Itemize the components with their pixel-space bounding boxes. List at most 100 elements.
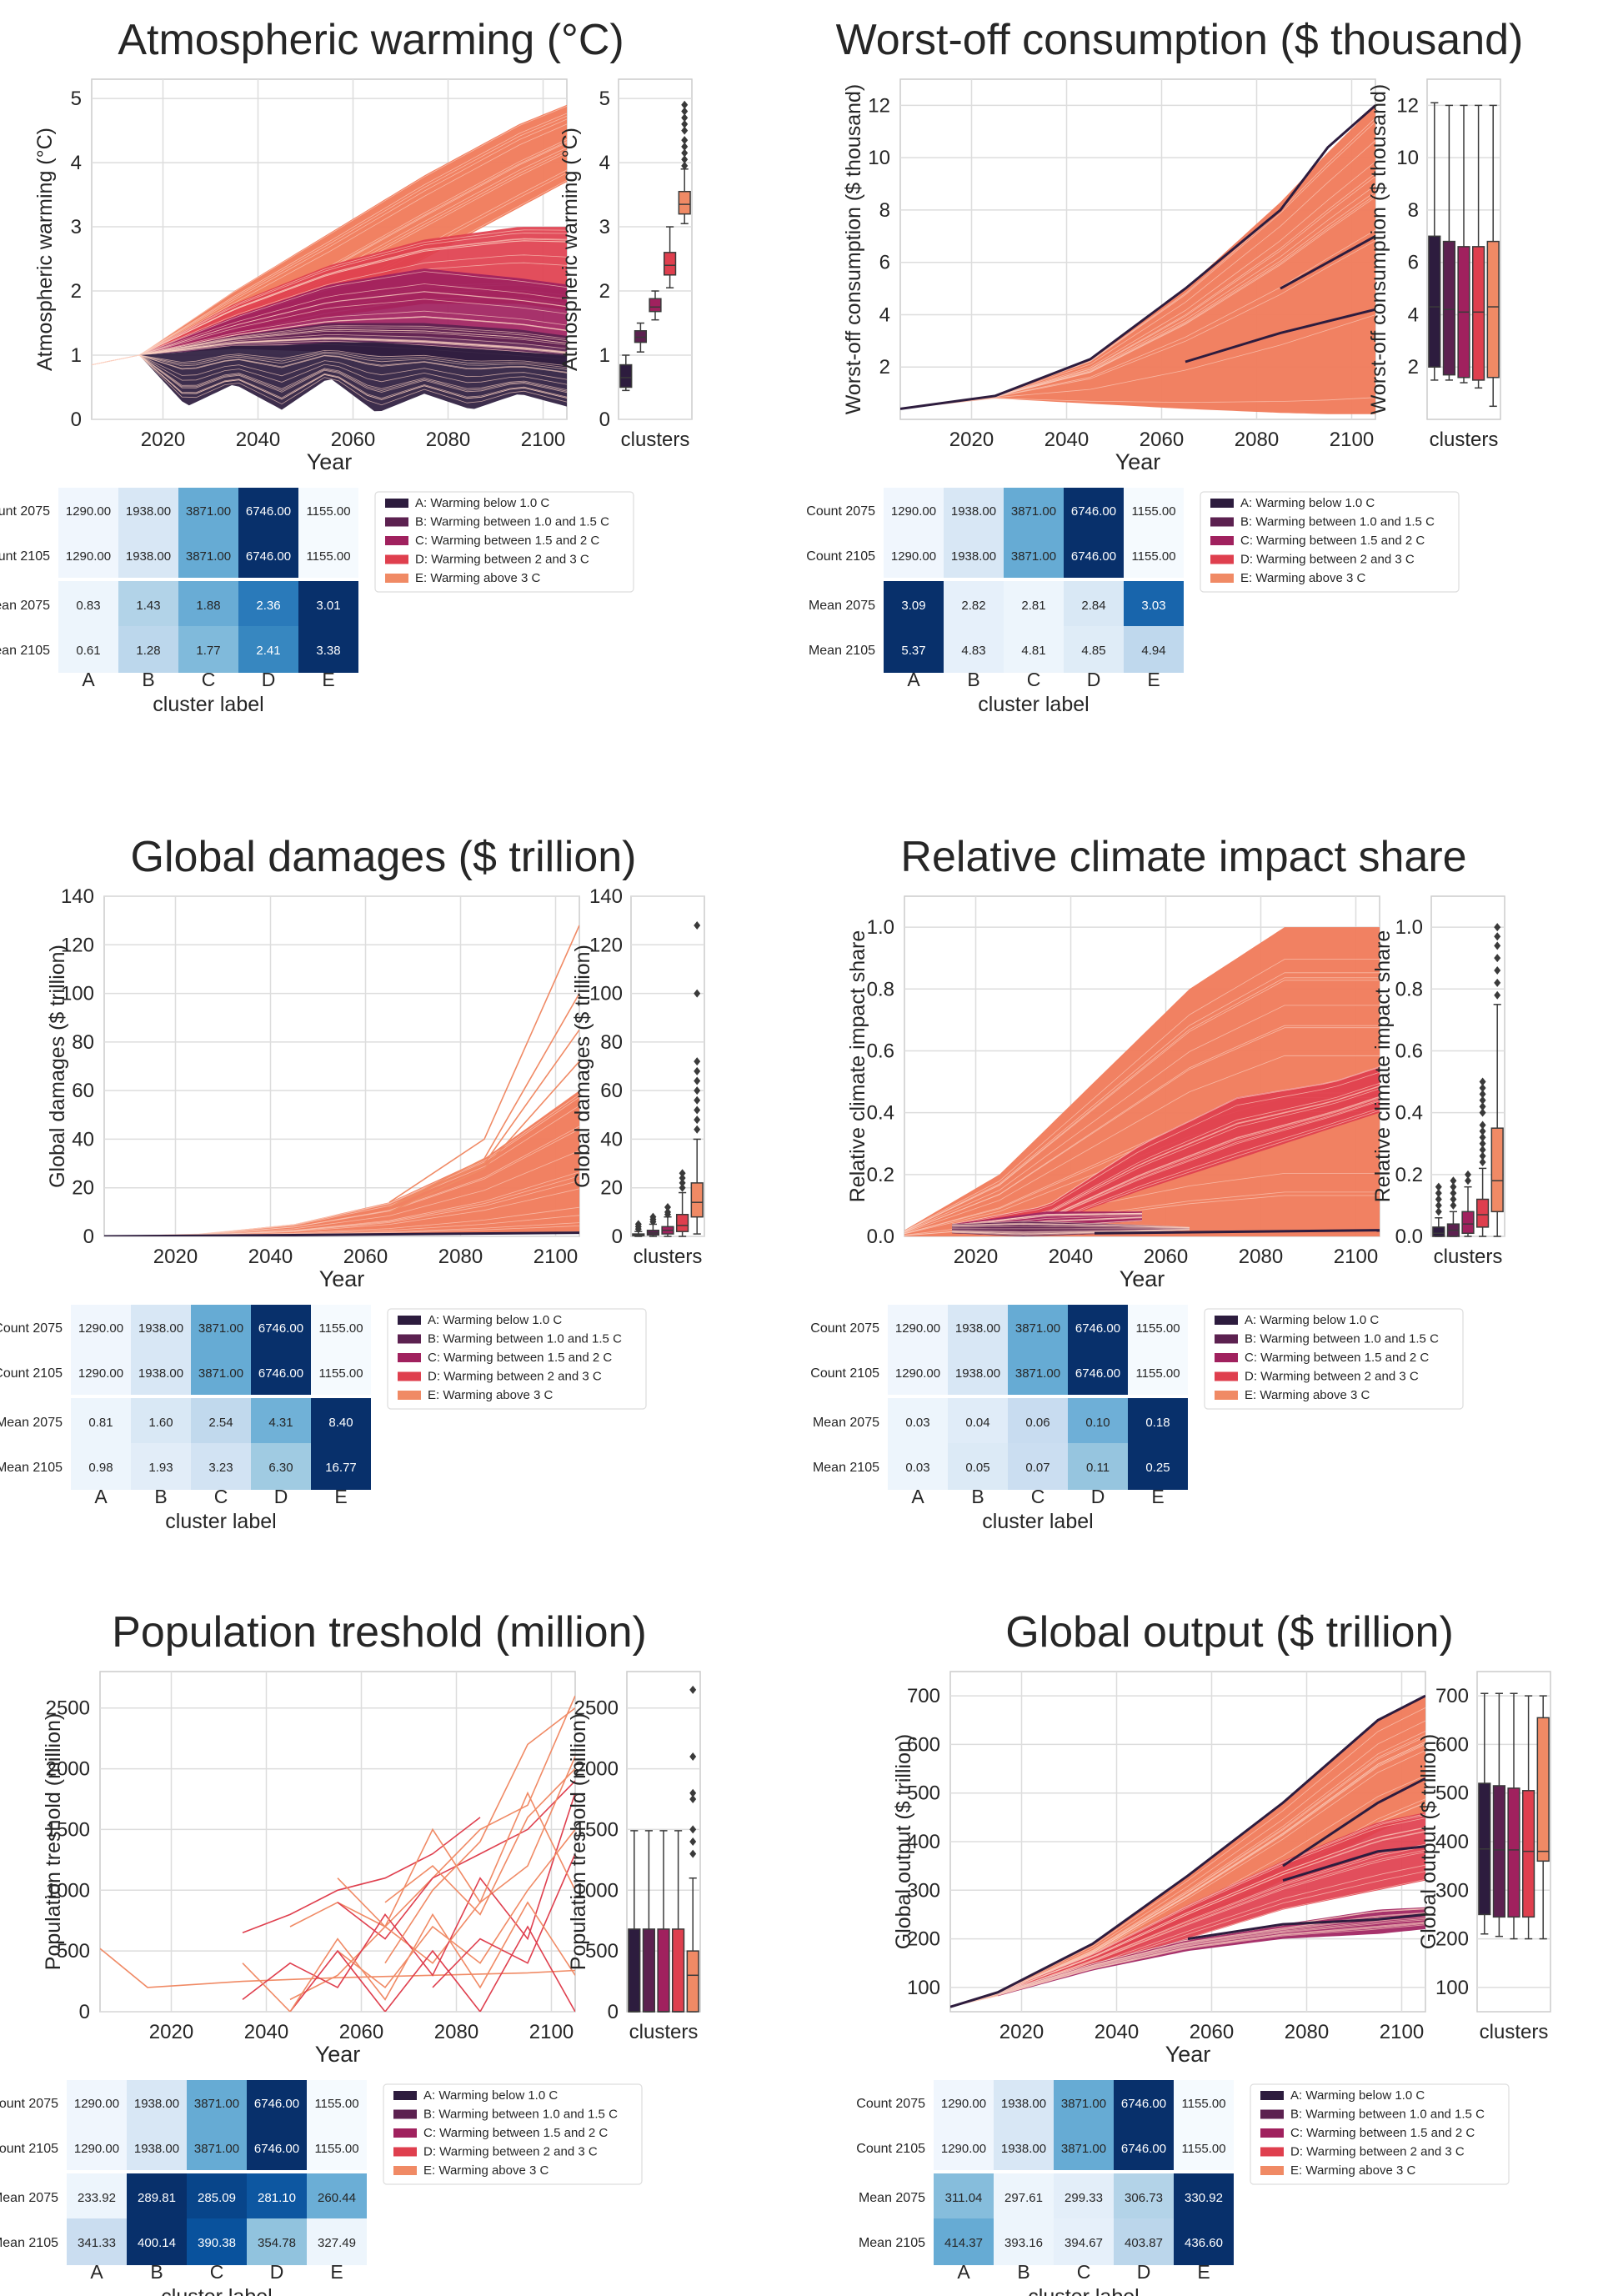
chart-title: Relative climate impact share [900, 833, 1466, 881]
heatmap-cell-value: 4.85 [1081, 644, 1105, 658]
heatmap-cell-value: 1938.00 [126, 504, 171, 519]
series-line [1282, 1777, 1425, 1867]
chart-title: Global damages ($ trillion) [131, 833, 637, 881]
heatmap-cell [1008, 1350, 1068, 1395]
heatmap-cell [888, 1350, 948, 1395]
heatmap-row-label: Count 2075 [810, 1321, 879, 1336]
heatmap-cell-value: 1290.00 [66, 504, 111, 519]
box-flier [681, 113, 689, 123]
x-tick-label: 2080 [426, 429, 470, 451]
heatmap-cell [1004, 626, 1064, 673]
box-flier [689, 1837, 697, 1846]
y-axis-label: Global damages ($ trillion) [46, 945, 69, 1188]
box-flier [681, 107, 689, 116]
series-trace [951, 1229, 1190, 1236]
box-flier [1465, 1170, 1471, 1179]
heatmap-cell-value: 1155.00 [1181, 2097, 1225, 2111]
series-trace [951, 1226, 1190, 1229]
heatmap-cell-value: 6746.00 [246, 504, 291, 519]
legend-label: E: Warming above 3 C [423, 2163, 549, 2178]
plot-content [92, 104, 567, 412]
heatmap-cell [298, 581, 358, 628]
heatmap-cell-value: 3871.00 [1011, 504, 1056, 519]
heatmap-cell-value: 311.04 [945, 2191, 983, 2205]
box-flier [694, 1125, 701, 1134]
heatmap-cell [948, 1305, 1008, 1350]
boxplot-y-tick: 5 [599, 88, 610, 110]
heatmap-cell [178, 488, 238, 533]
boxplot-x-label: clusters [634, 1246, 703, 1268]
heatmap-cell-value: 1938.00 [138, 1366, 183, 1381]
heatmap-cell [1008, 1305, 1068, 1350]
heatmap-cell-value: 1938.00 [134, 2097, 179, 2111]
heatmap-cell-value: 3.38 [316, 644, 340, 658]
heatmap-cell [1004, 533, 1064, 578]
box-flier [1479, 1145, 1486, 1155]
series-trace [997, 1852, 1425, 1995]
heatmap-cell [298, 626, 358, 673]
y-tick-label: 200 [907, 1928, 940, 1951]
x-tick-label: 2020 [949, 429, 994, 451]
heatmap-row-label: Mean 2105 [0, 1461, 63, 1475]
heatmap-col-label: D [1087, 669, 1101, 690]
heatmap-row-label: Count 2105 [856, 2142, 925, 2156]
box-flier [689, 1825, 697, 1834]
boxplot-y-tick: 4 [1408, 303, 1419, 326]
heatmap-col-label: A [907, 669, 920, 690]
x-tick-label: 2020 [999, 2021, 1044, 2043]
series-trace [951, 1229, 1190, 1232]
boxplot-y-tick: 20 [600, 1177, 623, 1200]
heatmap-cell [948, 1443, 1008, 1490]
heatmap-cell [71, 1443, 131, 1490]
plot-content [104, 925, 579, 1236]
series-trace [904, 977, 1380, 1232]
y-tick-label: 2 [879, 356, 890, 378]
heatmap-row-label: Mean 2075 [813, 1416, 879, 1430]
heatmap-cell [67, 2173, 127, 2220]
heatmap-row-label: Mean 2105 [0, 2236, 58, 2250]
heatmap-cell [1008, 1443, 1068, 1490]
series-trace [997, 1917, 1425, 1995]
y-tick-label: 1 [71, 344, 82, 367]
series-trace [138, 354, 567, 400]
x-tick-label: 2100 [1334, 1246, 1378, 1268]
legend-swatch [1260, 2128, 1284, 2138]
heatmap-cell-value: 6746.00 [1071, 504, 1116, 519]
heatmap-cell [131, 1443, 191, 1490]
heatmap-cell [944, 533, 1004, 578]
heatmap-cell [1124, 533, 1184, 578]
heatmap-cell [1054, 2125, 1114, 2170]
x-axis-label: Year [307, 449, 353, 474]
heatmap-col-label: E [1197, 2261, 1210, 2283]
series-line [104, 1231, 579, 1236]
y-tick-label: 600 [907, 1733, 940, 1756]
series-trace [138, 354, 567, 385]
y-tick-label: 1000 [46, 1879, 90, 1902]
y-tick-label: 0.2 [867, 1164, 894, 1186]
series-trace [92, 118, 567, 365]
y-axis-label: Relative climate impact share [846, 930, 869, 1203]
x-tick-label: 2040 [1044, 429, 1089, 451]
heatmap-cell [1114, 2125, 1174, 2170]
heatmap-x-label: cluster label [982, 1510, 1093, 1533]
box-flier [1479, 1108, 1486, 1117]
heatmap-cell-value: 1.93 [148, 1461, 173, 1475]
heatmap-cell-value: 1155.00 [1181, 2142, 1225, 2156]
heatmap-cell [251, 1398, 311, 1445]
y-tick-label: 120 [61, 934, 94, 956]
series-line [1280, 234, 1375, 290]
heatmap-cell [118, 488, 178, 533]
heatmap-col-label: B [150, 2261, 163, 2283]
heatmap-row-label: Mean 2075 [809, 599, 875, 613]
y-tick-label: 60 [72, 1080, 94, 1102]
heatmap-cell-value: 0.06 [1025, 1416, 1049, 1430]
box-flier [1435, 1195, 1442, 1204]
heatmap-cell [238, 488, 298, 533]
heatmap-cell-value: 6746.00 [258, 1321, 303, 1336]
legend-swatch [393, 2166, 417, 2175]
chart-panel-2: Worst-off consumption ($ thousand) 2020 20… [806, 16, 1523, 716]
heatmap-row-label: Mean 2075 [0, 599, 50, 613]
heatmap-cell [307, 2125, 367, 2170]
heatmap-cell [191, 1398, 251, 1445]
heatmap-cell-value: 0.61 [76, 644, 100, 658]
